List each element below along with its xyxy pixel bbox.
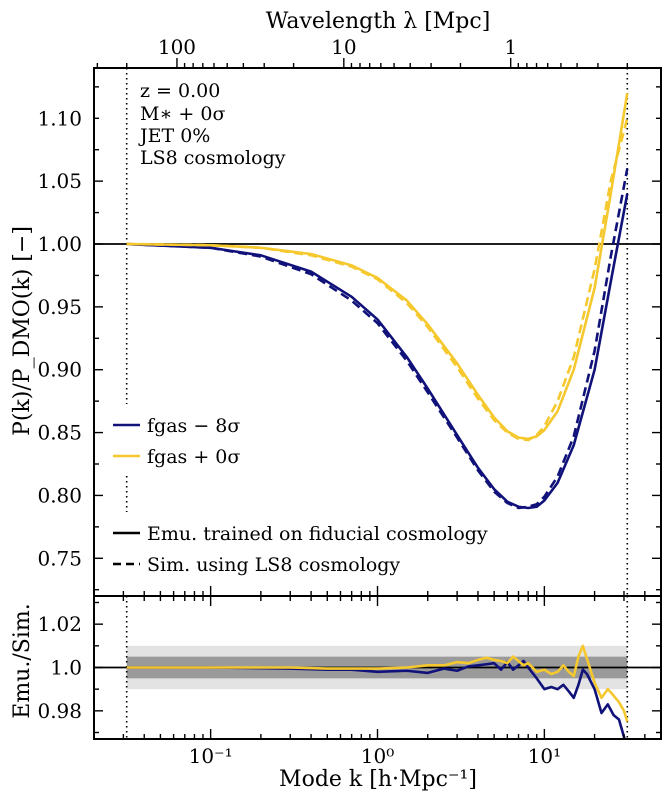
bottom-y-tick-label: 0.98 — [37, 699, 82, 723]
bottom-plot-area — [94, 596, 661, 739]
top-y-tick-label: 0.75 — [37, 546, 82, 570]
top-y-tick-label: 0.90 — [37, 358, 82, 382]
y-axis-title-bottom: Emu./Sim. — [10, 603, 35, 718]
top-y-tick-label: 0.95 — [37, 295, 82, 319]
top-y-tick-label: 1.05 — [37, 169, 82, 193]
x-tick-label: 10⁻¹ — [189, 744, 233, 768]
annotation-cosmology: LS8 cosmology — [140, 147, 286, 169]
top-y-tick-label: 1.10 — [37, 106, 82, 130]
legend-label-fgas-minus-8: fgas − 8σ — [147, 415, 240, 437]
legend-colors: fgas − 8σ fgas + 0σ — [113, 415, 240, 468]
annotation-redshift: z = 0.00 — [140, 80, 220, 102]
annotation-jet: JET 0% — [138, 125, 210, 147]
wavelength-tick-label: 1 — [504, 35, 517, 59]
bottom-plot-frame — [93, 595, 662, 740]
top-axes: 100 10 1 0.75 0.80 0.85 0.90 0.95 1.00 1.05 1.10 — [37, 35, 662, 596]
top-series-1 — [126, 168, 629, 510]
top-y-tick-label: 0.85 — [37, 421, 82, 445]
top-axis-title: Wavelength λ [Mpc] — [266, 9, 491, 34]
wavelength-tick-label: 10 — [331, 35, 356, 59]
bottom-y-tick-label: 1.0 — [50, 656, 82, 680]
top-panel: 100 10 1 0.75 0.80 0.85 0.90 0.95 1.00 1.05 1.10 — [37, 35, 662, 597]
legend-label-simulation: Sim. using LS8 cosmology — [147, 554, 400, 576]
annotation-block: z = 0.00 M∗ + 0σ JET 0% LS8 cosmology — [138, 80, 286, 169]
top-plot-area — [94, 68, 661, 596]
x-tick-label: 10⁰ — [361, 744, 394, 768]
annotation-stellar-mass: M∗ + 0σ — [140, 103, 225, 125]
legend-label-fgas-plus-0: fgas + 0σ — [147, 446, 240, 468]
y-axis-title-top: P(k)/P_DMO(k) [−] — [10, 226, 35, 436]
x-tick-label: 10¹ — [528, 744, 561, 768]
legend-styles: Emu. trained on fiducial cosmology Sim. … — [113, 523, 488, 576]
bottom-series-1 — [126, 644, 629, 723]
bottom-panel: 10⁻¹ 10⁰ 10¹ 0.98 1.0 1.02 — [37, 595, 662, 768]
top-y-tick-label: 1.00 — [37, 232, 82, 256]
top-y-tick-label: 0.80 — [37, 483, 82, 507]
wavelength-tick-label: 100 — [158, 35, 196, 59]
bottom-y-tick-label: 1.02 — [37, 612, 82, 636]
top-series-3 — [126, 117, 629, 442]
bottom-series-0 — [126, 659, 626, 739]
top-series-0 — [126, 193, 629, 510]
legend-label-emulator: Emu. trained on fiducial cosmology — [147, 523, 488, 545]
x-axis-title: Mode k [h·Mpc⁻¹] — [279, 767, 477, 792]
